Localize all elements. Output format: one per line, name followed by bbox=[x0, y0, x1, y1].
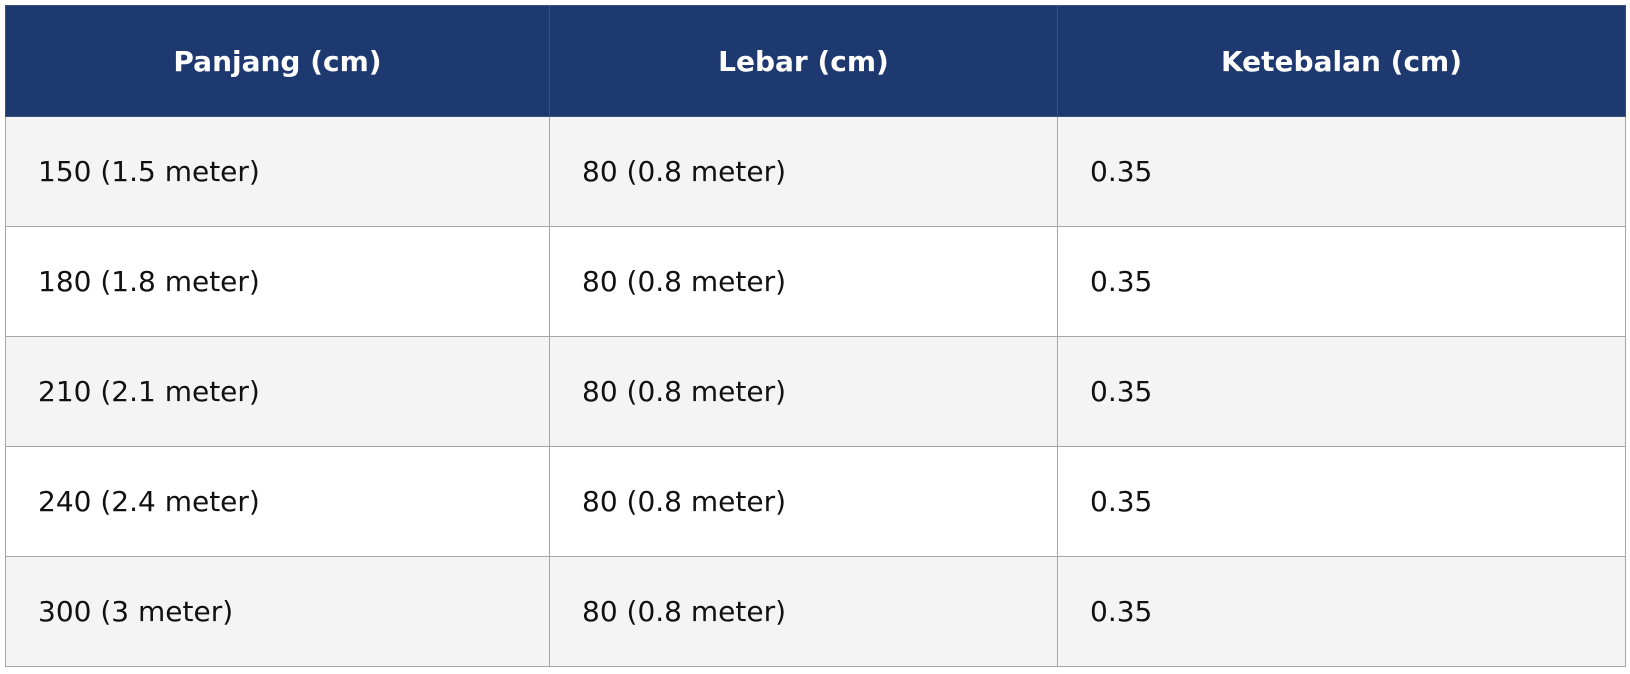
table-cell: 0.35 bbox=[1057, 336, 1626, 447]
header-cell: Panjang (cm) bbox=[5, 5, 550, 117]
table-cell: 0.35 bbox=[1057, 556, 1626, 667]
table-cell: 150 (1.5 meter) bbox=[5, 116, 550, 227]
table-row: 300 (3 meter) 80 (0.8 meter) 0.35 bbox=[5, 556, 1626, 667]
table-cell: 300 (3 meter) bbox=[5, 556, 550, 667]
table-cell: 240 (2.4 meter) bbox=[5, 446, 550, 557]
table-cell: 0.35 bbox=[1057, 446, 1626, 557]
table-cell: 80 (0.8 meter) bbox=[549, 336, 1058, 447]
table-row: 210 (2.1 meter) 80 (0.8 meter) 0.35 bbox=[5, 336, 1626, 447]
table-cell: 80 (0.8 meter) bbox=[549, 556, 1058, 667]
spec-table: Panjang (cm) Lebar (cm) Ketebalan (cm) 150… bbox=[5, 5, 1626, 667]
header-row: Panjang (cm) Lebar (cm) Ketebalan (cm) bbox=[5, 5, 1626, 117]
header-cell: Lebar (cm) bbox=[549, 5, 1058, 117]
table-cell: 0.35 bbox=[1057, 116, 1626, 227]
table-cell: 80 (0.8 meter) bbox=[549, 226, 1058, 337]
table-row: 240 (2.4 meter) 80 (0.8 meter) 0.35 bbox=[5, 446, 1626, 557]
table-cell: 80 (0.8 meter) bbox=[549, 116, 1058, 227]
table-body: 150 (1.5 meter) 80 (0.8 meter) 0.35 180 (1.… bbox=[5, 116, 1626, 667]
table-row: 150 (1.5 meter) 80 (0.8 meter) 0.35 bbox=[5, 116, 1626, 227]
table-cell: 210 (2.1 meter) bbox=[5, 336, 550, 447]
header-cell: Ketebalan (cm) bbox=[1057, 5, 1626, 117]
table-cell: 180 (1.8 meter) bbox=[5, 226, 550, 337]
table-row: 180 (1.8 meter) 80 (0.8 meter) 0.35 bbox=[5, 226, 1626, 337]
table-cell: 0.35 bbox=[1057, 226, 1626, 337]
table-cell: 80 (0.8 meter) bbox=[549, 446, 1058, 557]
